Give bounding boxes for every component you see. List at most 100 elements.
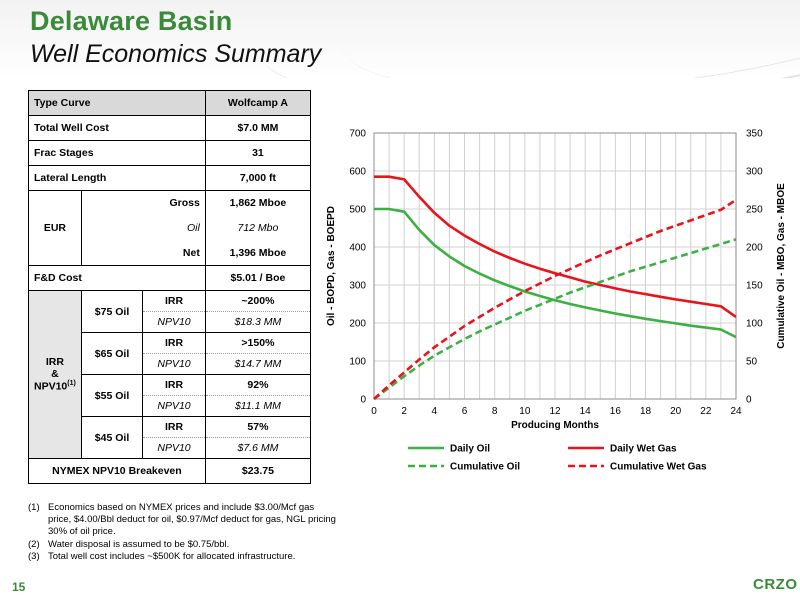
npv-value: $14.7 MM (204, 353, 312, 375)
x-tick-label: 24 (730, 406, 742, 417)
fd-cost-value: $5.01 / Boe (204, 265, 312, 291)
table-row: F&D Cost $5.01 / Boe (28, 265, 312, 291)
table-row: NPV10 $18.3 MM (29, 311, 312, 333)
y-tick-label-right: 250 (746, 205, 763, 216)
irr-group-line: NPV10 (34, 380, 68, 393)
price-case-label: $55 Oil (80, 374, 144, 417)
table-row: $65 Oil IRR >150% (29, 332, 312, 375)
page-title: Delaware Basin (30, 6, 233, 36)
x-tick-label: 18 (640, 406, 652, 417)
eur-gross-label: Gross (80, 190, 206, 216)
series-line-cumulative-wet-gas (373, 198, 737, 400)
table-row: NYMEX NPV10 Breakeven $23.75 (28, 458, 312, 484)
legend-label: Daily Oil (450, 444, 490, 455)
table-row: Lateral Length 7,000 ft (28, 165, 312, 191)
npv-value: $11.1 MM (204, 395, 312, 417)
y-axis-title-left: Oil - BOPD, Gas - BOEPD (326, 206, 337, 326)
header-band (0, 0, 800, 78)
footnote-text: Economics based on NYMEX prices and incl… (48, 502, 336, 538)
y-tick-label-left: 600 (349, 167, 366, 178)
irr-value: ~200% (204, 290, 312, 312)
footnote-item: (1) Economics based on NYMEX prices and … (28, 502, 338, 539)
legend-label: Daily Wet Gas (610, 444, 677, 455)
footnote-text: Water disposal is assumed to be $0.75/bb… (48, 538, 230, 550)
y-tick-label-right: 0 (746, 395, 752, 406)
x-tick-label: 4 (432, 406, 438, 417)
table-row: $45 Oil IRR 57% (29, 416, 312, 459)
x-tick-label: 8 (492, 406, 498, 417)
production-chart: 0 100 200 300 400 500 600 700 0 50 100 150 200 250 300… (326, 129, 786, 473)
total-well-cost-value: $7.0 MM (204, 115, 312, 141)
price-case-label: $45 Oil (80, 416, 144, 459)
irr-label: IRR (142, 374, 206, 396)
series-line-daily-oil (374, 207, 737, 339)
footnote-number: (1) (28, 502, 40, 513)
irr-value: >150% (204, 332, 312, 354)
irr-label: IRR (142, 290, 206, 312)
table-row: Type Curve Wolfcamp A (28, 90, 312, 116)
footnote-number: (2) (28, 538, 40, 550)
breakeven-value: $23.75 (204, 458, 312, 484)
footnote-item: (3) Total well cost includes ~$500K for … (28, 551, 338, 563)
irr-value: 57% (204, 416, 312, 438)
footnote-text: Total well cost includes ~$500K for allo… (48, 550, 296, 562)
npv-label: NPV10 (142, 311, 206, 333)
npv-value: $18.3 MM (204, 311, 312, 333)
x-tick-label: 10 (519, 406, 531, 417)
company-logo: CRZO (753, 576, 798, 593)
x-tick-label: 6 (462, 406, 468, 417)
table-row: IRR & NPV10(1) $75 Oil IRR ~200% (28, 290, 312, 459)
irr-value: 92% (204, 374, 312, 396)
npv-label: NPV10 (142, 395, 206, 417)
y-axis-title-right: Cumulative Oil - MBO, Gas - MBOE (776, 183, 786, 349)
table-row: Net 1,396 Mboe (29, 240, 312, 266)
npv-label: NPV10 (142, 437, 206, 459)
type-curve-value: Wolfcamp A (204, 90, 312, 116)
eur-oil-label: Oil (80, 215, 206, 241)
x-tick-label: 12 (549, 406, 561, 417)
footnote-item: (2) Water disposal is assumed to be $0.7… (28, 539, 338, 551)
x-tick-label: 14 (580, 406, 592, 417)
x-axis-title: Producing Months (511, 420, 599, 431)
irr-group-line: IRR (45, 356, 64, 369)
economics-table: Type Curve Wolfcamp A Total Well Cost $7… (28, 90, 312, 484)
eur-label: EUR (28, 190, 82, 266)
table-row: Oil 712 Mbo (29, 215, 312, 241)
eur-net-value: 1,396 Mboe (204, 240, 312, 266)
x-tick-label: 22 (700, 406, 712, 417)
y-tick-label-right: 300 (746, 167, 763, 178)
page-subtitle: Well Economics Summary (30, 40, 322, 68)
y-tick-label-right: 50 (746, 357, 758, 368)
x-tick-label: 0 (371, 406, 377, 417)
y-tick-label-left: 300 (349, 281, 366, 292)
eur-net-label: Net (80, 240, 206, 266)
x-tick-label: 2 (401, 406, 407, 417)
eur-oil-value: 712 Mbo (204, 215, 312, 241)
y-tick-label-right: 150 (746, 281, 763, 292)
header-swoosh (334, 0, 800, 78)
y-tick-label-left: 200 (349, 319, 366, 330)
legend-label: Cumulative Wet Gas (610, 462, 707, 473)
x-tick-label: 16 (610, 406, 622, 417)
footnote-number: (3) (28, 550, 40, 562)
price-case-label: $75 Oil (80, 290, 144, 333)
y-tick-label-left: 500 (349, 205, 366, 216)
y-tick-label-left: 100 (349, 357, 366, 368)
irr-npv-group-label: IRR & NPV10(1) (28, 290, 82, 459)
lateral-length-label: Lateral Length (28, 165, 206, 191)
irr-label: IRR (142, 332, 206, 354)
frac-stages-label: Frac Stages (28, 140, 206, 166)
table-row: EUR Gross 1,862 Mboe (28, 190, 312, 266)
footnote-ref: (1) (67, 380, 76, 388)
y-tick-label-left: 400 (349, 243, 366, 254)
y-tick-label-left: 700 (349, 129, 366, 140)
eur-gross-value: 1,862 Mboe (204, 190, 312, 216)
series-line-cumulative-oil (373, 238, 737, 401)
table-row: Frac Stages 31 (28, 140, 312, 166)
table-row: $55 Oil IRR 92% (29, 374, 312, 417)
y-tick-label-right: 100 (746, 319, 763, 330)
legend-label: Cumulative Oil (450, 462, 520, 473)
y-tick-label-right: 200 (746, 243, 763, 254)
price-case-label: $65 Oil (80, 332, 144, 375)
breakeven-label: NYMEX NPV10 Breakeven (28, 458, 206, 484)
